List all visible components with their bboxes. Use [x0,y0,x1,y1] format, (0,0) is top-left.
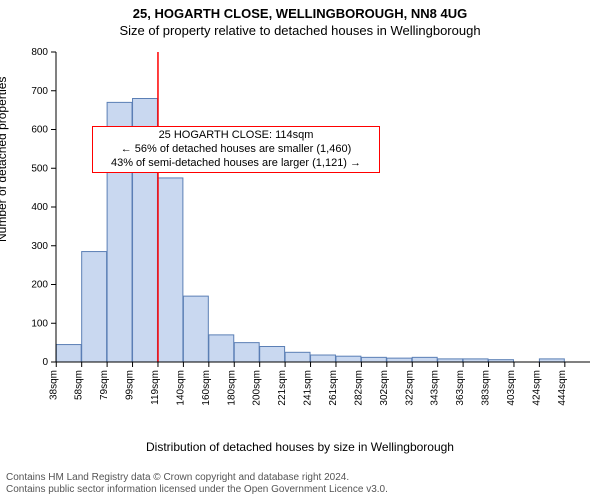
credit-line-1: Contains HM Land Registry data © Crown c… [6,472,594,484]
y-tick-label: 100 [31,318,48,329]
x-tick-label: 261sqm [328,370,339,406]
x-tick-label: 302sqm [379,370,390,406]
y-axis-label: Number of detached properties [0,77,9,242]
x-tick-label: 180sqm [226,370,237,406]
x-tick-label: 200sqm [252,370,263,406]
x-tick-label: 363sqm [455,370,466,406]
x-tick-label: 383sqm [481,370,492,406]
y-tick-label: 800 [31,47,48,58]
histogram-bar [260,347,285,363]
x-tick-label: 241sqm [303,370,314,406]
histogram-chart: 0 100 200 300 400 500 600 700 800 38sqm 58sqm 79sqm… [0,42,600,442]
x-tick-label: 119sqm [150,370,161,405]
y-tick-label: 400 [31,202,48,213]
histogram-bar [412,357,437,362]
x-tick-label: 79sqm [99,370,110,400]
reference-annotation-box: 25 HOGARTH CLOSE: 114sqm ← 56% of detach… [92,126,380,173]
x-tick-label: 99sqm [125,370,136,400]
annotation-line-2: ← 56% of detached houses are smaller (1,… [99,143,373,157]
credit-line-2: Contains public sector information licen… [6,484,594,496]
histogram-bar [285,352,310,362]
credit-text: Contains HM Land Registry data © Crown c… [6,472,594,496]
histogram-bar [311,355,336,362]
y-tick-label: 500 [31,163,48,174]
histogram-bar [82,252,107,362]
histogram-bar [56,345,81,362]
y-tick-label: 300 [31,241,48,252]
histogram-bar [234,343,259,362]
x-tick-label: 403sqm [506,370,517,406]
histogram-bar [361,357,386,362]
y-tick-label: 600 [31,125,48,136]
histogram-bar [387,358,412,362]
x-tick-label: 282sqm [353,370,364,406]
x-tick-label: 38sqm [48,370,59,400]
x-tick-label: 140sqm [175,370,186,406]
annotation-line-3: 43% of semi-detached houses are larger (… [99,157,373,171]
x-tick-label: 343sqm [430,370,441,406]
y-tick-label: 0 [42,357,48,368]
histogram-bar [336,356,361,362]
annotation-line-1: 25 HOGARTH CLOSE: 114sqm [99,129,373,143]
histogram-bar [209,335,234,362]
x-tick-label: 444sqm [557,370,568,406]
x-axis-label: Distribution of detached houses by size … [0,440,600,454]
y-tick-label: 200 [31,280,48,291]
y-tick-label: 700 [31,86,48,97]
histogram-bar [183,296,208,362]
x-tick-label: 160sqm [201,370,212,406]
histogram-bar [158,178,183,362]
chart-title-main: 25, HOGARTH CLOSE, WELLINGBOROUGH, NN8 4… [0,0,600,21]
x-tick-label: 58sqm [74,370,85,400]
x-tick-label: 424sqm [531,370,542,406]
chart-container: Number of detached properties 0 100 200 300… [0,42,600,442]
chart-title-sub: Size of property relative to detached ho… [0,21,600,42]
x-tick-label: 221sqm [277,370,288,406]
x-tick-label: 322sqm [404,370,415,406]
